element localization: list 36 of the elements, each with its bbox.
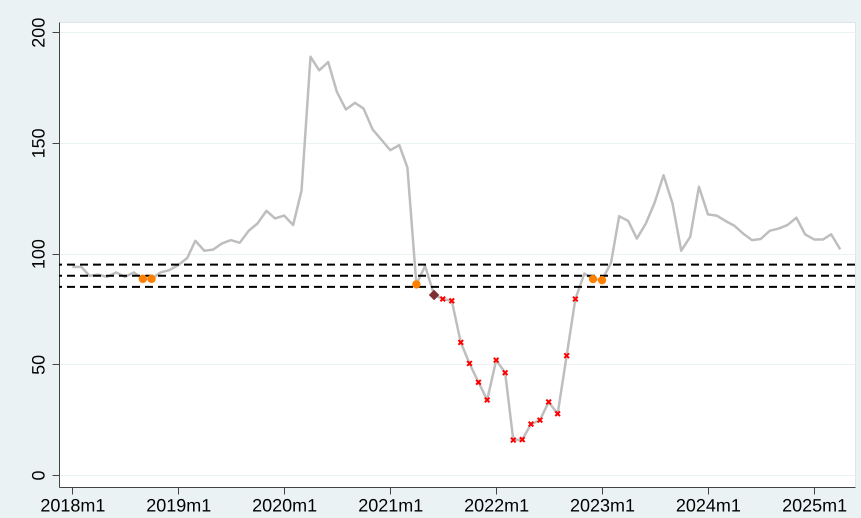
x-tick-label: 2019m1 [146, 496, 212, 516]
point [563, 352, 570, 360]
point [518, 436, 526, 443]
point [147, 274, 156, 284]
y-tick-label: 200 [28, 18, 48, 48]
x-tick-label: 2021m1 [358, 496, 424, 516]
point [412, 280, 421, 289]
point [536, 416, 544, 424]
point [492, 356, 500, 364]
point [572, 296, 579, 302]
y-tick-label: 50 [28, 354, 48, 375]
point [502, 369, 508, 376]
point [484, 396, 491, 404]
point [598, 276, 606, 284]
line-series [71, 56, 842, 442]
point [428, 290, 440, 300]
x-tick-label: 2020m1 [252, 496, 318, 516]
x-tick-label: 2022m1 [464, 496, 530, 516]
x-tick-label: 2023m1 [570, 496, 636, 516]
x-tick-label: 2024m1 [676, 496, 741, 516]
point [466, 360, 473, 367]
point [475, 378, 482, 386]
x-tick-label: 2018m1 [40, 496, 106, 516]
point [528, 420, 534, 428]
point [554, 410, 562, 418]
y-tick-label: 150 [28, 128, 48, 158]
y-tick-label: 100 [28, 239, 48, 270]
x-tick-label: 2025m1 [782, 496, 848, 516]
point [588, 274, 598, 284]
point [439, 296, 446, 302]
point [448, 297, 456, 304]
point [545, 398, 552, 406]
point [138, 274, 148, 284]
point [457, 339, 464, 346]
point [510, 436, 517, 444]
y-tick-label: 0 [28, 470, 48, 481]
